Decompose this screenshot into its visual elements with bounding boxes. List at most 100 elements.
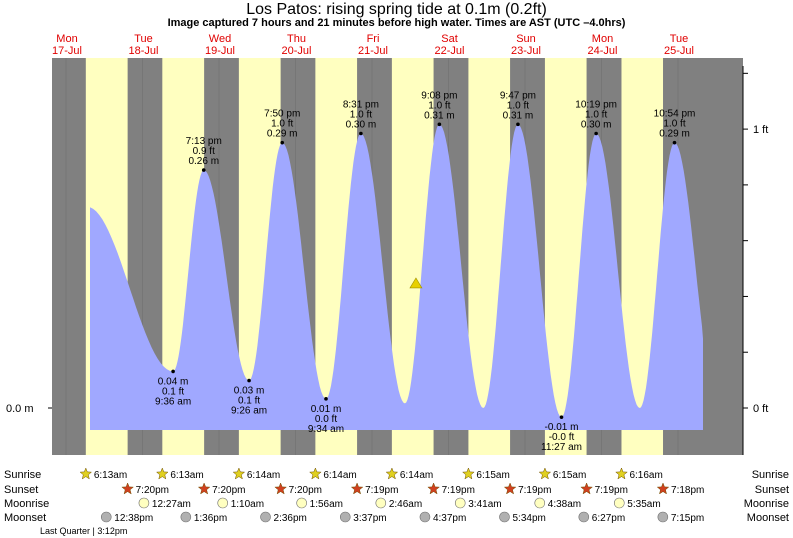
high-tide-point: [516, 122, 520, 127]
high-tide-meters: 0.31 m: [424, 110, 455, 121]
sun-icon: [385, 467, 399, 480]
high-tide-point: [594, 131, 598, 136]
day-of-week-label: Thu: [287, 33, 306, 45]
row-time: 6:14am: [247, 470, 280, 481]
high-tide-feet: 0.9 ft: [193, 146, 215, 157]
high-tide-time: 8:31 pm: [343, 100, 379, 111]
high-tide-point: [280, 140, 285, 145]
row-label-right: Moonrise: [744, 498, 789, 510]
moonset-icon: [339, 511, 351, 523]
low-tide-time: 9:26 am: [231, 406, 267, 417]
date-label: 20-Jul: [282, 45, 312, 57]
left-axis-label: 0.0 m: [6, 403, 34, 415]
sun-icon: [79, 467, 93, 480]
row-time: 6:16am: [629, 470, 662, 481]
high-tide-time: 10:19 pm: [575, 100, 617, 111]
row-time: 6:13am: [170, 470, 203, 481]
moonset-icon: [419, 511, 431, 523]
sunset-icon: [656, 482, 670, 495]
row-time: 2:36pm: [274, 513, 307, 524]
row-time: 6:13am: [94, 470, 127, 481]
sun-icon: [232, 467, 246, 480]
low-tide-point: [171, 369, 175, 374]
low-tide-meters: 0.01 m: [311, 404, 342, 415]
chart-subtitle: Image captured 7 hours and 21 minutes be…: [167, 17, 626, 29]
sunset-icon: [197, 482, 211, 495]
row-time: 12:27am: [152, 499, 191, 510]
row-time: 7:20pm: [212, 485, 245, 496]
date-label: 25-Jul: [664, 45, 694, 57]
low-tide-point: [559, 415, 564, 419]
date-label: 18-Jul: [129, 45, 159, 57]
row-time: 6:15am: [476, 470, 509, 481]
moonrise-icon: [217, 497, 229, 509]
row-time: 4:37pm: [433, 513, 466, 524]
moonrise-icon: [454, 497, 466, 509]
high-tide-feet: 1.0 ft: [350, 110, 372, 121]
high-tide-point: [359, 131, 363, 136]
date-label: 23-Jul: [511, 45, 541, 57]
day-of-week-label: Tue: [134, 33, 153, 45]
sun-icon: [615, 467, 628, 480]
row-time: 1:56am: [310, 499, 343, 510]
right-axis-label: 0 ft: [753, 403, 768, 415]
sunset-icon: [580, 482, 593, 495]
row-time: 6:14am: [400, 470, 433, 481]
moonset-icon: [100, 511, 112, 523]
row-time: 6:27pm: [592, 513, 625, 524]
sun-icon: [155, 467, 169, 480]
row-time: 2:46am: [389, 499, 422, 510]
high-tide-meters: 0.26 m: [188, 156, 219, 167]
moonrise-icon: [534, 497, 546, 509]
day-of-week-label: Sun: [516, 33, 536, 45]
row-label-right: Sunrise: [752, 469, 789, 481]
row-time: 7:20pm: [136, 485, 169, 496]
low-tide-feet: 0.1 ft: [162, 386, 184, 397]
date-label: 24-Jul: [588, 45, 618, 57]
row-time: 6:15am: [553, 470, 586, 481]
row-time: 7:19pm: [595, 485, 628, 496]
moonrise-icon: [375, 497, 387, 509]
row-label-left: Sunset: [4, 484, 38, 496]
high-tide-meters: 0.31 m: [503, 110, 534, 121]
low-tide-feet: 0.1 ft: [238, 396, 260, 407]
row-label-right: Sunset: [755, 484, 789, 496]
low-tide-time: 9:36 am: [155, 396, 191, 407]
high-tide-point: [201, 168, 206, 172]
sunset-icon: [427, 482, 440, 495]
high-tide-time: 7:50 pm: [264, 109, 300, 120]
moonset-icon: [657, 511, 669, 523]
date-label: 19-Jul: [205, 45, 235, 57]
low-tide-meters: 0.04 m: [158, 376, 189, 387]
high-tide-feet: 1.0 ft: [428, 100, 450, 111]
right-axis-label: 1 ft: [753, 124, 768, 136]
low-tide-feet: -0.0 ft: [549, 432, 575, 443]
moonset-icon: [578, 511, 590, 523]
row-time: 5:35am: [627, 499, 660, 510]
high-tide-meters: 0.30 m: [346, 120, 377, 131]
row-label-left: Sunrise: [4, 469, 41, 481]
row-time: 7:20pm: [289, 485, 322, 496]
row-time: 7:19pm: [365, 485, 398, 496]
high-tide-time: 9:08 pm: [421, 90, 457, 101]
moonset-icon: [260, 511, 271, 523]
sun-icon: [309, 467, 322, 480]
day-of-week-label: Tue: [670, 33, 689, 45]
sun-icon: [538, 467, 552, 480]
low-tide-meters: -0.01 m: [545, 422, 579, 433]
high-tide-time: 9:47 pm: [500, 90, 536, 101]
row-time: 3:41am: [468, 499, 501, 510]
row-time: 4:38am: [548, 499, 581, 510]
day-of-week-label: Mon: [56, 33, 77, 45]
high-tide-meters: 0.29 m: [267, 129, 298, 140]
row-time: 7:19pm: [518, 485, 551, 496]
sunset-icon: [121, 482, 134, 495]
day-of-week-label: Fri: [367, 33, 380, 45]
row-time: 1:10am: [231, 499, 264, 510]
high-tide-meters: 0.29 m: [659, 129, 690, 140]
day-of-week-label: Mon: [592, 33, 613, 45]
high-tide-point: [672, 140, 677, 145]
high-tide-feet: 1.0 ft: [585, 110, 607, 121]
high-tide-meters: 0.30 m: [581, 120, 612, 131]
row-label-right: Moonset: [747, 512, 789, 524]
